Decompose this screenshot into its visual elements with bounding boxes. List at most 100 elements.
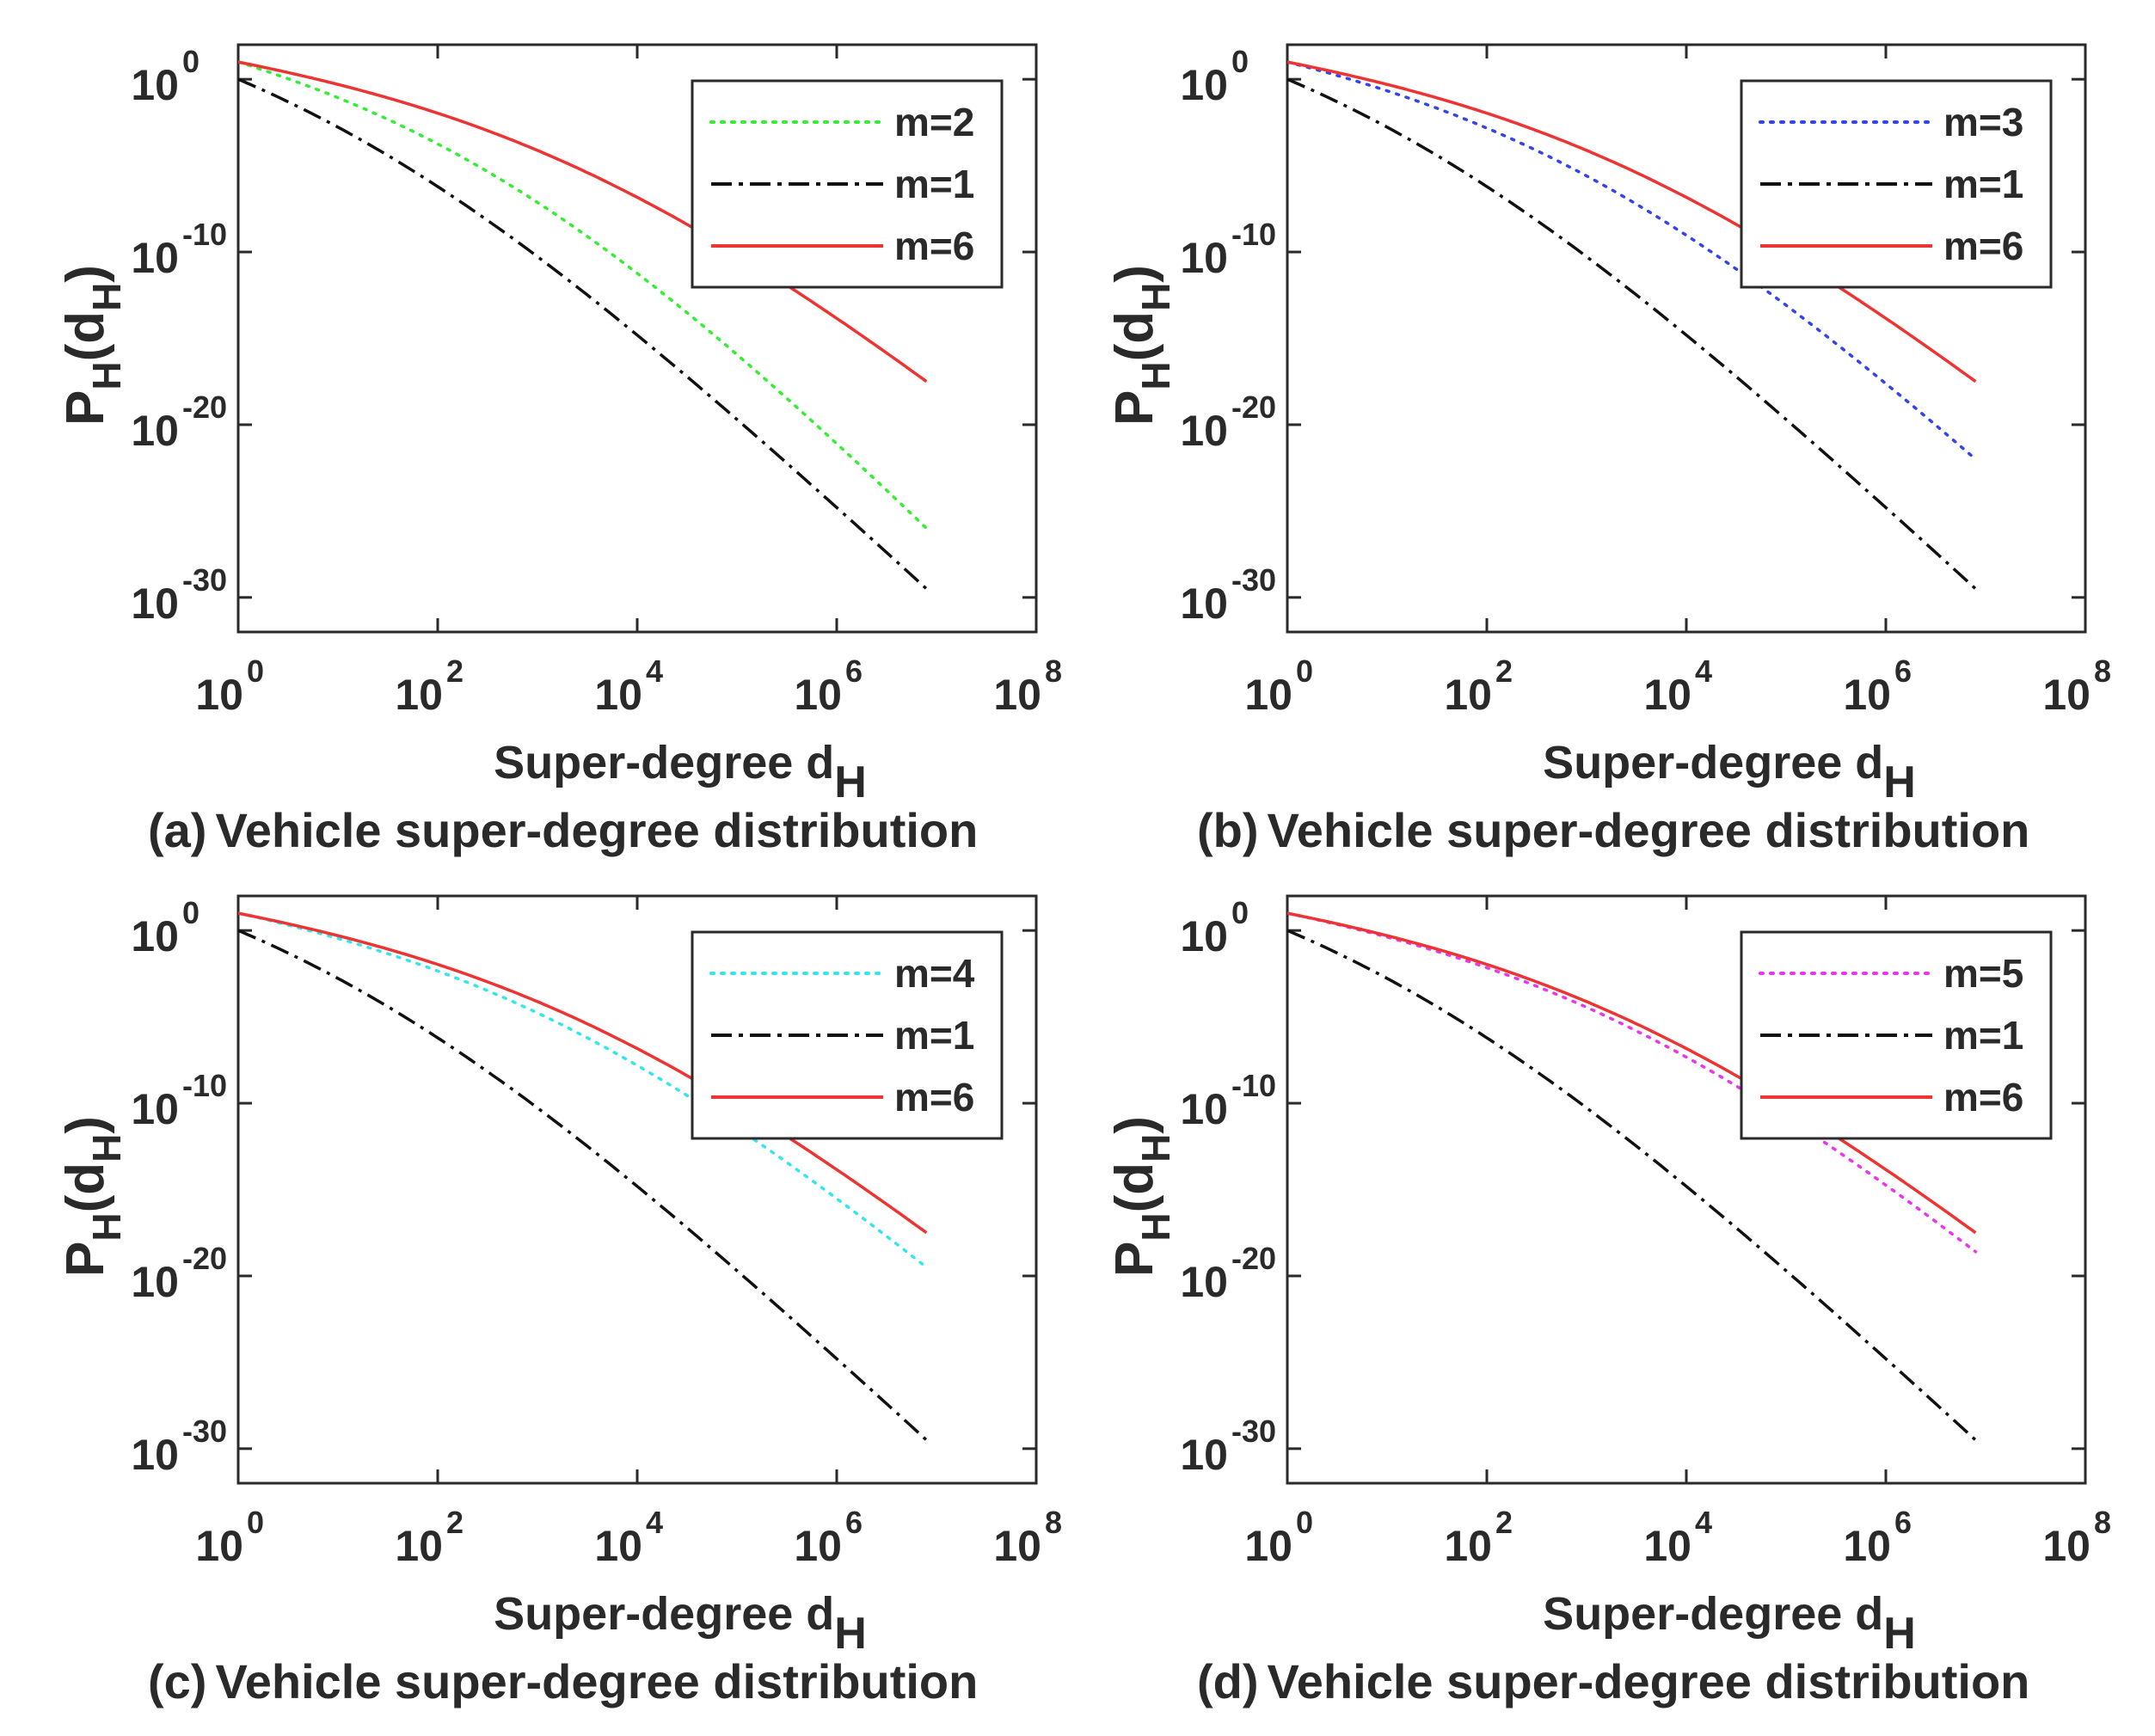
y-tick-exponent: -30 bbox=[182, 1414, 227, 1449]
x-tick-exponent: 8 bbox=[1045, 653, 1062, 689]
caption-id: (d) bbox=[1197, 1654, 1259, 1708]
x-tick-label: 10 4 bbox=[594, 1505, 663, 1570]
x-tick-exponent: 4 bbox=[1695, 653, 1712, 689]
y-tick-label: 10 0 bbox=[131, 895, 200, 960]
x-tick-base: 10 bbox=[1843, 671, 1891, 719]
y-axis-label: PH(dH) bbox=[1105, 265, 1178, 426]
legend-label: m=6 bbox=[1943, 224, 2023, 268]
y-label-close: ) bbox=[56, 1116, 115, 1134]
y-tick-label: 10 -30 bbox=[1180, 1414, 1276, 1479]
x-tick-exponent: 2 bbox=[446, 653, 464, 689]
legend-entry: m=6 bbox=[1760, 1075, 2023, 1120]
x-tick-exponent: 0 bbox=[1296, 1505, 1313, 1540]
panel-caption: (b) Vehicle super-degree distribution bbox=[1197, 803, 2029, 857]
x-tick-label: 10 2 bbox=[1444, 1505, 1513, 1570]
y-tick-label: 10 -20 bbox=[131, 390, 227, 455]
y-tick-label: 10 0 bbox=[1180, 44, 1249, 109]
y-tick-exponent: -10 bbox=[1231, 217, 1276, 252]
legend-entry: m=6 bbox=[711, 224, 974, 268]
x-label-subscript: H bbox=[834, 758, 867, 807]
x-label-subscript: H bbox=[1883, 758, 1916, 807]
legend: m=3 m=1 m=6 bbox=[1740, 79, 2053, 289]
legend-label: m=5 bbox=[1943, 951, 2023, 996]
x-tick-exponent: 6 bbox=[845, 653, 863, 689]
legend-label: m=4 bbox=[894, 951, 975, 996]
legend-label: m=6 bbox=[894, 1075, 974, 1120]
panel-caption: (a) Vehicle super-degree distribution bbox=[148, 803, 978, 857]
x-tick-label: 10 2 bbox=[1444, 653, 1513, 719]
legend-label: m=3 bbox=[1943, 100, 2023, 144]
y-tick-base: 10 bbox=[1180, 1431, 1228, 1479]
y-label-argument: (d bbox=[56, 1162, 115, 1213]
x-tick-base: 10 bbox=[1244, 1522, 1292, 1570]
x-tick-exponent: 8 bbox=[2094, 653, 2111, 689]
y-label-subscript: H bbox=[84, 361, 129, 390]
y-tick-base: 10 bbox=[1180, 580, 1228, 628]
y-label-main: P bbox=[1105, 390, 1164, 426]
y-tick-label: 10 -30 bbox=[131, 1414, 227, 1479]
y-tick-label: 10 -30 bbox=[131, 562, 227, 628]
x-axis-label: Super-degree dH bbox=[1543, 1588, 1916, 1659]
x-label-main: Super-degree d bbox=[1543, 737, 1883, 788]
y-tick-label: 10 -10 bbox=[131, 217, 227, 282]
y-tick-label: 10 0 bbox=[131, 44, 200, 109]
panel-caption: (c) Vehicle super-degree distribution bbox=[148, 1654, 978, 1708]
legend-entry: m=6 bbox=[711, 1075, 974, 1120]
y-label-close: ) bbox=[1105, 1116, 1164, 1134]
legend-entry: m=1 bbox=[1760, 162, 2023, 206]
x-tick-label: 10 0 bbox=[1244, 653, 1313, 719]
x-tick-base: 10 bbox=[2042, 1522, 2091, 1570]
y-tick-exponent: 0 bbox=[182, 44, 200, 79]
caption-id: (a) bbox=[148, 803, 206, 857]
y-tick-exponent: 0 bbox=[1231, 895, 1249, 930]
x-tick-label: 10 6 bbox=[1843, 653, 1912, 719]
series-line-m=3 bbox=[1287, 60, 1978, 461]
x-tick-exponent: 4 bbox=[1695, 1505, 1712, 1540]
y-label-argument: (d bbox=[1105, 311, 1164, 362]
x-tick-base: 10 bbox=[195, 1522, 243, 1570]
x-axis-label: Super-degree dH bbox=[494, 1588, 867, 1659]
x-tick-base: 10 bbox=[594, 1522, 642, 1570]
y-tick-base: 10 bbox=[131, 234, 179, 282]
y-label-subscript: H bbox=[1133, 361, 1178, 390]
y-tick-base: 10 bbox=[131, 1258, 179, 1306]
series-line-m=2 bbox=[238, 60, 929, 531]
y-tick-label: 10 -30 bbox=[1180, 562, 1276, 628]
series-line-m=6 bbox=[238, 911, 928, 1235]
series-line-m=6 bbox=[238, 60, 928, 383]
y-label-subscript: H bbox=[1133, 1212, 1178, 1241]
x-tick-label: 10 8 bbox=[2042, 1505, 2111, 1570]
x-tick-exponent: 2 bbox=[1495, 1505, 1513, 1540]
y-label-argument: (d bbox=[56, 311, 115, 362]
x-label-main: Super-degree d bbox=[1543, 1588, 1883, 1640]
y-tick-exponent: -30 bbox=[182, 562, 227, 598]
y-tick-base: 10 bbox=[131, 912, 179, 960]
x-tick-exponent: 2 bbox=[446, 1505, 464, 1540]
x-label-main: Super-degree d bbox=[494, 737, 834, 788]
x-tick-exponent: 6 bbox=[1894, 1505, 1912, 1540]
x-tick-label: 10 4 bbox=[594, 653, 663, 719]
y-tick-base: 10 bbox=[1180, 407, 1228, 455]
legend: m=5 m=1 m=6 bbox=[1740, 930, 2053, 1140]
x-tick-label: 10 0 bbox=[195, 653, 264, 719]
legend-entry: m=4 bbox=[709, 951, 975, 996]
legend: m=2 m=1 m=6 bbox=[691, 79, 1004, 289]
y-tick-base: 10 bbox=[131, 1431, 179, 1479]
x-axis-label: Super-degree dH bbox=[494, 737, 867, 807]
legend-label: m=6 bbox=[894, 224, 974, 268]
caption-text: Vehicle super-degree distribution bbox=[1268, 1654, 2030, 1708]
y-tick-base: 10 bbox=[131, 1085, 179, 1133]
y-label-main: P bbox=[1105, 1242, 1164, 1277]
series-line-m=1 bbox=[1287, 929, 1977, 1442]
x-tick-base: 10 bbox=[1244, 671, 1292, 719]
x-tick-label: 10 0 bbox=[195, 1505, 264, 1570]
y-axis-label: PH(dH) bbox=[56, 1116, 129, 1277]
legend-label: m=1 bbox=[894, 162, 974, 206]
y-tick-label: 10 -20 bbox=[1180, 390, 1276, 455]
y-tick-exponent: -30 bbox=[1231, 1414, 1276, 1449]
y-tick-base: 10 bbox=[131, 61, 179, 109]
y-label-main: P bbox=[56, 1242, 115, 1277]
caption-text: Vehicle super-degree distribution bbox=[215, 1654, 978, 1708]
